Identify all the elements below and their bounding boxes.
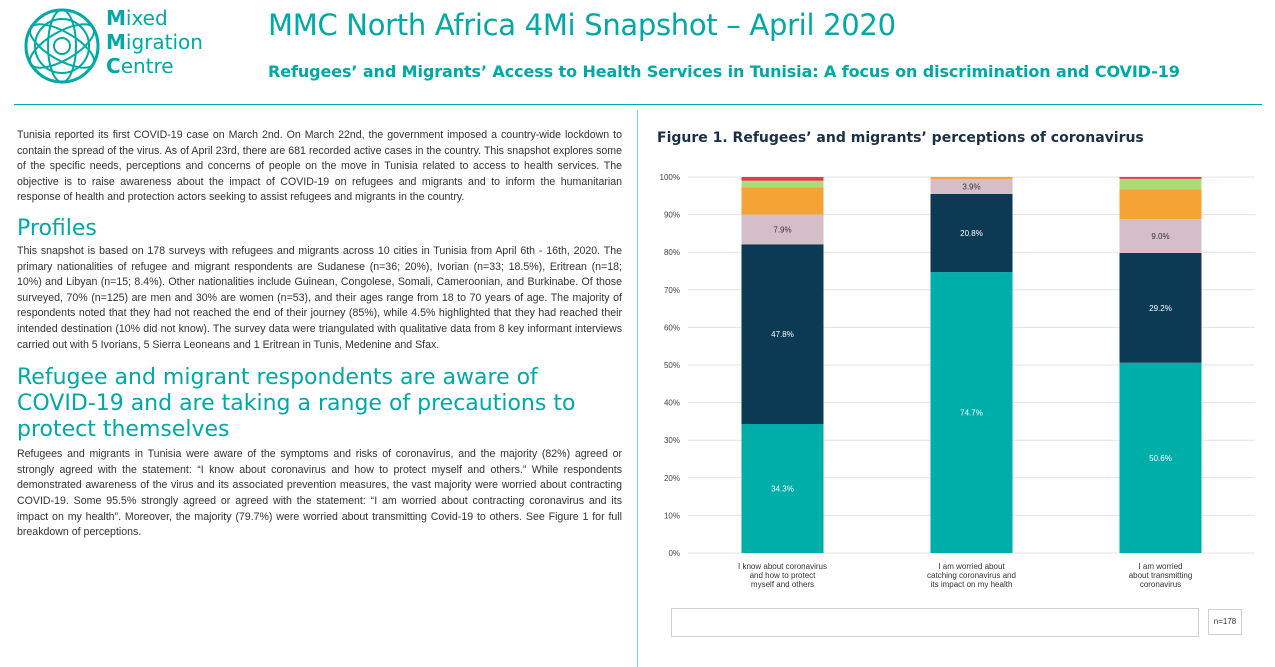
y-tick-label: 40% xyxy=(664,399,680,408)
bar-segment xyxy=(741,177,824,181)
y-tick-label: 90% xyxy=(664,211,680,220)
bar-segment xyxy=(1119,189,1202,220)
y-tick-label: 100% xyxy=(660,173,680,182)
intro-paragraph: Tunisia reported its first COVID-19 case… xyxy=(17,129,622,204)
x-category-label: coronavirus xyxy=(1140,580,1181,589)
bar-segment xyxy=(741,180,824,188)
y-tick-label: 70% xyxy=(664,286,680,295)
bar-segment xyxy=(930,177,1013,180)
data-label: 50.6% xyxy=(1149,454,1172,463)
text-column: Tunisia reported its first COVID-19 case… xyxy=(17,128,622,541)
stacked-bar-chart: 0% 10% 20% 30% 40% 50% 60% 70% 80% 90% 100% 34.3% 47… xyxy=(660,173,1255,589)
awareness-paragraph: Refugees and migrants in Tunisia were aw… xyxy=(17,448,622,539)
data-label: 7.9% xyxy=(773,225,791,234)
bar-segment xyxy=(741,244,824,425)
x-category-label: catching coronavirus and xyxy=(927,571,1016,580)
awareness-heading: Refugee and migrant respondents are awar… xyxy=(17,365,576,443)
bar-segment xyxy=(1119,178,1202,190)
y-tick-label: 20% xyxy=(664,474,680,483)
data-label: 47.8% xyxy=(771,330,794,339)
y-tick-label: 60% xyxy=(664,323,680,332)
profiles-paragraph: This snapshot is based on 178 surveys wi… xyxy=(17,244,622,351)
y-tick-label: 30% xyxy=(664,436,680,445)
sample-size-label: n=178 xyxy=(1208,609,1242,635)
mmc-logo-icon xyxy=(24,8,100,84)
x-category-label: its impact on my health xyxy=(931,580,1013,589)
data-label: 9.0% xyxy=(1151,232,1169,241)
x-category-label: myself and others xyxy=(751,580,814,589)
figure-title: Figure 1. Refugees’ and migrants’ percep… xyxy=(657,130,1144,146)
y-tick-label: 80% xyxy=(664,248,680,257)
x-category-label: I know about coronavirus xyxy=(738,562,827,571)
bar-segment xyxy=(1119,252,1202,363)
y-tick-label: 10% xyxy=(664,511,680,520)
column-divider xyxy=(637,110,638,667)
bar-segment xyxy=(741,424,824,553)
data-label: 74.7% xyxy=(960,409,983,418)
profiles-heading: Profiles xyxy=(17,215,97,241)
bar-segment xyxy=(930,272,1013,553)
y-tick-label: 50% xyxy=(664,361,680,370)
bar-segment xyxy=(741,214,824,245)
logo-wordmark: Mixed Migration Centre xyxy=(106,6,203,78)
page-title: MMC North Africa 4Mi Snapshot – April 20… xyxy=(268,8,896,42)
data-label: 3.9% xyxy=(962,183,980,192)
x-category-label: I am worried about xyxy=(938,562,1005,571)
x-category-label: about transmitting xyxy=(1129,571,1193,580)
bar-segment xyxy=(741,187,824,215)
page-subtitle: Refugees’ and Migrants’ Access to Health… xyxy=(268,62,1180,81)
header-divider xyxy=(14,104,1262,105)
data-label: 29.2% xyxy=(1149,304,1172,313)
bar-segment xyxy=(930,193,1013,273)
data-label: 20.8% xyxy=(960,229,983,238)
chart-legend xyxy=(671,608,1199,637)
y-tick-label: 0% xyxy=(668,549,680,558)
data-label: 34.3% xyxy=(771,485,794,494)
bar-segment xyxy=(1119,219,1202,253)
bar-segment xyxy=(930,179,1013,194)
x-category-label: I am worried xyxy=(1138,562,1182,571)
bar-segment xyxy=(1119,177,1202,179)
bar-segment xyxy=(1119,362,1202,553)
x-category-label: and how to protect xyxy=(750,571,817,580)
